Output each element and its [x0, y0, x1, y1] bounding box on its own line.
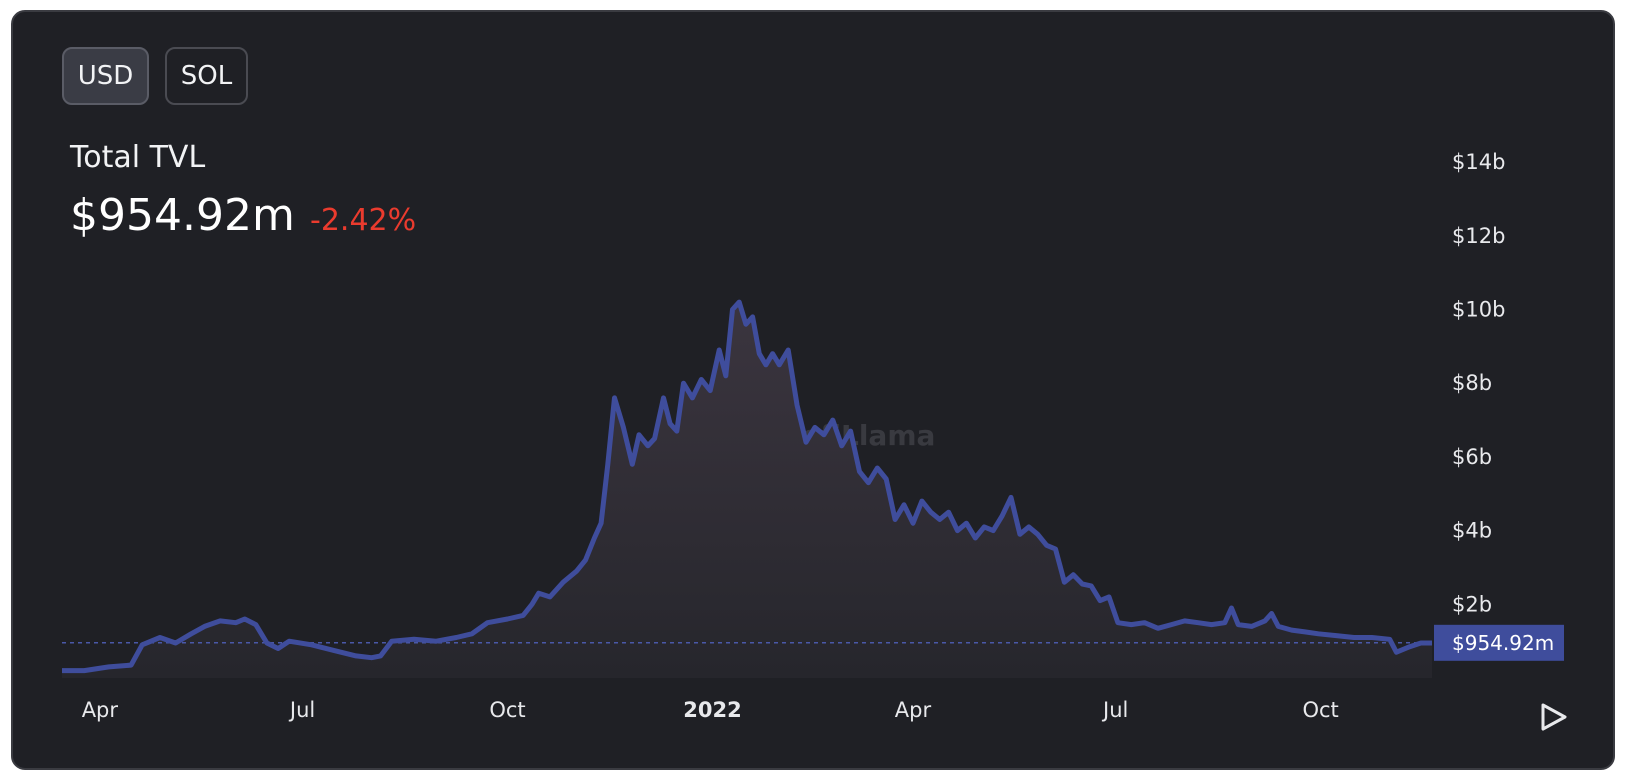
x-tick-label: Oct	[1302, 698, 1338, 722]
sol-toggle-button[interactable]: SOL	[165, 47, 248, 105]
total-tvl-value: $954.92m	[70, 190, 295, 241]
y-tick-label: $4b	[1452, 519, 1492, 543]
y-tick-label: $14b	[1452, 150, 1505, 174]
x-tick-label: Jul	[288, 698, 315, 722]
y-tick-label: $10b	[1452, 298, 1505, 322]
current-value-label: $954.92m	[1452, 631, 1554, 655]
y-tick-label: $6b	[1452, 445, 1492, 469]
chart-title: Total TVL	[70, 140, 206, 175]
y-tick-label: $2b	[1452, 592, 1492, 616]
play-icon[interactable]	[1536, 700, 1570, 734]
x-tick-label: Apr	[82, 698, 119, 722]
x-tick-label: Oct	[489, 698, 525, 722]
tvl-series-line	[62, 299, 1432, 674]
current-value-badge	[1434, 624, 1564, 661]
tvl-change-percent: -2.42%	[310, 203, 417, 238]
x-tick-label: Jul	[1101, 698, 1128, 722]
usd-toggle-button[interactable]: USD	[62, 47, 149, 105]
x-tick-label: 2022	[683, 698, 741, 722]
tvl-area-fill	[62, 302, 1432, 678]
y-tick-label: $8b	[1452, 371, 1492, 395]
x-tick-label: Apr	[895, 698, 932, 722]
y-tick-label: $12b	[1452, 224, 1505, 248]
